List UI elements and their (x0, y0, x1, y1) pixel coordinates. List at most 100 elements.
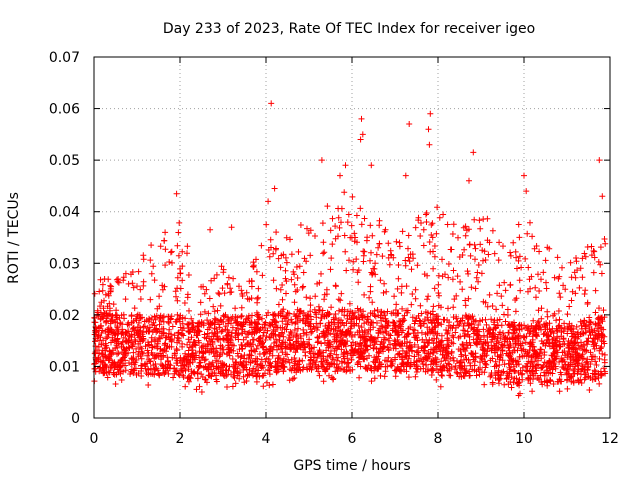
data-point (197, 311, 204, 318)
data-point (189, 326, 196, 333)
data-point (368, 249, 374, 256)
data-point (515, 257, 522, 264)
data-point (181, 355, 188, 362)
data-point (582, 287, 589, 294)
y-tick-label: 0.04 (49, 205, 80, 221)
data-point (111, 371, 118, 378)
data-point (174, 316, 181, 323)
data-point (248, 278, 255, 285)
data-point (131, 305, 138, 312)
data-point (481, 334, 487, 340)
data-point (130, 349, 137, 356)
data-point (392, 356, 399, 363)
data-point (598, 314, 605, 321)
data-point (402, 352, 409, 359)
data-point (444, 331, 451, 337)
data-point (255, 285, 262, 292)
data-point (288, 251, 295, 258)
data-point (577, 318, 584, 325)
data-point (173, 190, 180, 197)
data-point (91, 290, 98, 297)
data-point (495, 257, 502, 264)
data-point (430, 303, 437, 310)
data-point (220, 269, 227, 276)
data-point (288, 316, 295, 323)
data-point (463, 370, 470, 377)
data-point (526, 368, 533, 374)
chart-title: Day 233 of 2023, Rate Of TEC Index for r… (163, 21, 535, 37)
data-point (101, 370, 108, 377)
data-point (454, 358, 460, 364)
data-point (471, 324, 478, 331)
data-point (154, 340, 161, 347)
data-point (330, 314, 337, 321)
data-point (214, 307, 221, 314)
data-point (186, 307, 192, 314)
data-point (103, 335, 110, 342)
data-point (253, 256, 259, 263)
data-point (501, 342, 508, 349)
data-point (317, 320, 324, 327)
data-point (556, 290, 563, 297)
data-point (528, 322, 535, 329)
data-point (270, 250, 277, 257)
data-point (159, 282, 166, 289)
data-point (537, 372, 544, 379)
data-point (514, 265, 520, 272)
data-point (457, 318, 464, 325)
data-point (218, 316, 224, 323)
data-point (381, 309, 387, 316)
data-point (463, 227, 470, 234)
data-point (153, 325, 160, 332)
data-point (429, 308, 436, 315)
data-point (470, 336, 477, 343)
data-point (99, 281, 106, 288)
data-point (546, 340, 553, 347)
data-point (555, 308, 562, 314)
data-point (275, 255, 282, 262)
data-point (119, 326, 126, 333)
data-point (295, 248, 302, 255)
data-point (505, 381, 512, 388)
data-point (174, 242, 181, 249)
data-point (229, 324, 236, 331)
data-point (259, 324, 266, 331)
data-point (598, 344, 605, 350)
data-point (208, 277, 215, 284)
data-point (341, 322, 348, 329)
data-point (300, 309, 307, 316)
data-point (597, 261, 604, 268)
y-tick-label: 0.06 (49, 102, 80, 118)
data-point (445, 261, 452, 267)
data-point (321, 296, 328, 303)
data-point (450, 354, 457, 361)
data-point (265, 366, 271, 373)
data-point (387, 332, 394, 339)
data-point (350, 258, 357, 265)
data-point (367, 257, 373, 264)
data-point (573, 323, 580, 330)
data-point (348, 222, 355, 229)
data-point (345, 327, 352, 334)
data-point (291, 355, 298, 361)
data-point (364, 234, 371, 241)
data-point (516, 277, 523, 284)
data-point (248, 331, 255, 338)
data-point (215, 290, 222, 296)
data-point (508, 384, 515, 391)
data-point (486, 239, 493, 246)
data-point (224, 351, 230, 358)
data-point (436, 341, 443, 348)
data-point (301, 255, 308, 262)
data-point (306, 336, 313, 343)
data-point (128, 313, 135, 320)
data-point (412, 224, 419, 231)
data-point (198, 354, 205, 361)
data-point (245, 315, 252, 321)
data-point (221, 373, 228, 380)
data-point (533, 294, 539, 301)
data-point (274, 355, 281, 362)
data-point (411, 341, 418, 348)
data-point (445, 327, 452, 334)
data-point (304, 318, 311, 325)
